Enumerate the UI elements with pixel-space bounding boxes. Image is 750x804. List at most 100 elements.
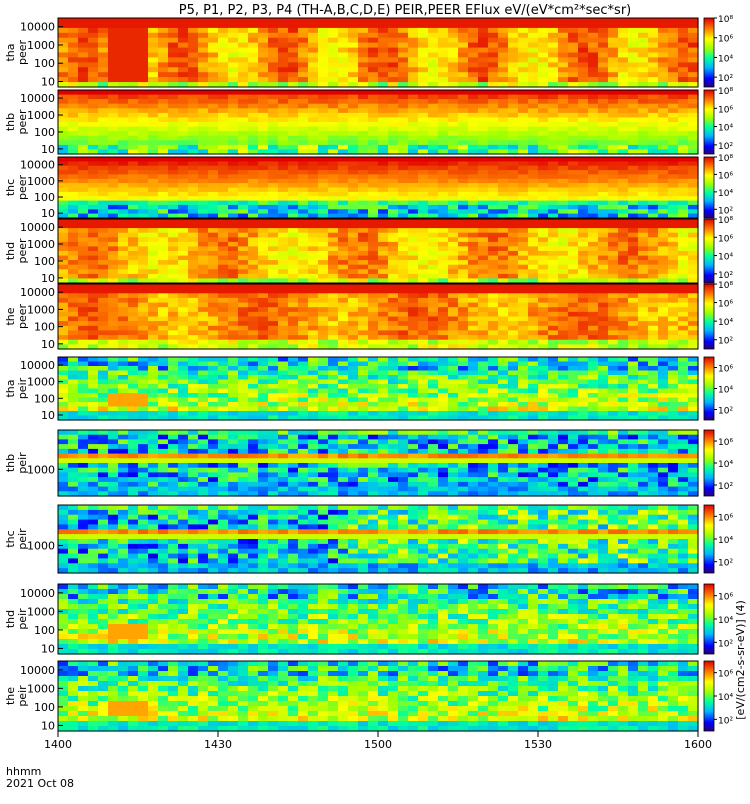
spectrogram-cell (498, 289, 509, 294)
spectrogram-cell (498, 303, 509, 308)
colorbar-tick-label: 10⁸ (718, 154, 733, 164)
spectrogram-cell (188, 99, 199, 104)
spectrogram-cell (218, 99, 229, 104)
spectrogram-cell (658, 72, 669, 78)
spectrogram-cell (68, 62, 79, 68)
spectrogram-cell (228, 136, 239, 141)
spectrogram-cell (348, 326, 359, 331)
spectrogram-cell (428, 326, 439, 331)
spectrogram-cell (428, 72, 439, 78)
spectrogram-cell (618, 284, 629, 289)
spectrogram-cell (298, 380, 309, 385)
spectrogram-cell (108, 113, 119, 118)
spectrogram-cell (128, 188, 139, 193)
spectrogram-cell (678, 136, 689, 141)
spectrogram-cell (98, 77, 109, 83)
spectrogram-cell (158, 284, 169, 289)
spectrogram-cell (588, 317, 599, 322)
spectrogram-cell (78, 384, 89, 389)
spectrogram-cell (78, 375, 89, 380)
spectrogram-cell (578, 340, 589, 345)
spectrogram-cell (448, 140, 459, 145)
spectrogram-cell (568, 67, 579, 73)
spectrogram-cell (488, 303, 499, 308)
spectrogram-cell (248, 393, 259, 398)
spectrogram-cell (628, 293, 639, 298)
spectrogram-cell (548, 298, 559, 303)
spectrogram-cell (428, 201, 439, 206)
spectrogram-cell (468, 104, 479, 109)
spectrogram-cell (108, 90, 119, 95)
spectrogram-cell (78, 33, 89, 39)
spectrogram-cell (478, 136, 489, 141)
spectrogram-cell (528, 219, 539, 224)
spectrogram-cell (668, 183, 679, 188)
spectrogram-cell (688, 23, 699, 29)
spectrogram-cell (628, 174, 639, 179)
spectrogram-cell (338, 224, 349, 229)
spectrogram-cell (408, 224, 419, 229)
spectrogram-cell (538, 53, 549, 59)
spectrogram-cell (588, 43, 599, 49)
spectrogram-cell (608, 62, 619, 68)
spectrogram-cell (638, 224, 649, 229)
spectrogram-cell (418, 43, 429, 49)
spectrogram-cell (208, 402, 219, 407)
spectrogram-cell (68, 407, 79, 412)
spectrogram-cell (338, 104, 349, 109)
spectrogram-cell (128, 209, 139, 214)
spectrogram-cell (458, 256, 469, 261)
spectrogram-cell (88, 284, 99, 289)
spectrogram-cell (478, 265, 489, 270)
spectrogram-cell (268, 357, 279, 362)
spectrogram-cell (538, 113, 549, 118)
spectrogram-cell (78, 72, 89, 78)
spectrogram-cell (128, 33, 139, 39)
spectrogram-cell (108, 67, 119, 73)
spectrogram-cell (68, 228, 79, 233)
spectrogram-cell (618, 170, 629, 175)
spectrogram-cell (118, 108, 129, 113)
spectrogram-cell (438, 192, 449, 197)
spectrogram-cell (468, 274, 479, 279)
spectrogram-cell (478, 18, 489, 24)
spectrogram-cell (658, 312, 669, 317)
spectrogram-cell (548, 43, 559, 49)
spectrogram-cell (338, 72, 349, 78)
spectrogram-cell (368, 145, 379, 150)
spectrogram-cell (458, 340, 469, 345)
spectrogram-cell (638, 196, 649, 201)
spectrogram-cell (398, 131, 409, 136)
spectrogram-cell (568, 161, 579, 166)
spectrogram-cell (158, 77, 169, 83)
spectrogram-cell (118, 28, 129, 34)
spectrogram-cell (378, 140, 389, 145)
spectrogram-cell (98, 157, 109, 162)
spectrogram-cell (168, 104, 179, 109)
spectrogram-cell (318, 62, 329, 68)
spectrogram-cell (388, 140, 399, 145)
y-tick-label: 10000 (20, 159, 55, 172)
spectrogram-cell (68, 357, 79, 362)
spectrogram-cell (58, 284, 69, 289)
spectrogram-cell (118, 256, 129, 261)
spectrogram-cell (308, 274, 319, 279)
spectrogram-cell (628, 183, 639, 188)
spectrogram-cell (528, 183, 539, 188)
spectrogram-cell (638, 170, 649, 175)
spectrogram-cell (208, 251, 219, 256)
spectrogram-cell (578, 33, 589, 39)
spectrogram-cell (198, 371, 209, 376)
spectrogram-cell (118, 136, 129, 141)
spectrogram-cell (128, 242, 139, 247)
spectrogram-cell (88, 237, 99, 242)
spectrogram-cell (68, 256, 79, 261)
spectrogram-cell (628, 335, 639, 340)
spectrogram-cell (138, 117, 149, 122)
spectrogram-cell (268, 246, 279, 251)
spectrogram-cell (378, 38, 389, 44)
spectrogram-cell (448, 157, 459, 162)
spectrogram-cell (138, 411, 149, 416)
spectrogram-cell (438, 145, 449, 150)
spectrogram-cell (488, 284, 499, 289)
